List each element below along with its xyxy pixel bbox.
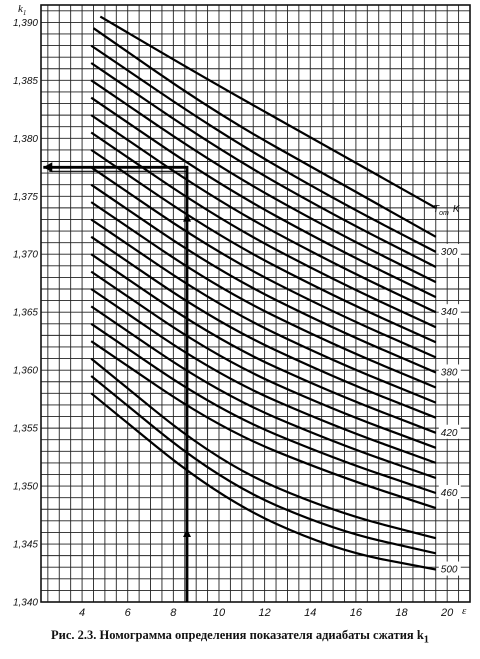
y-tick-label: 1,390 xyxy=(13,18,38,29)
curve-T500 xyxy=(90,392,437,571)
curve-labels: 300 340 380 420 460 500 xyxy=(438,243,461,576)
curve-label-bg xyxy=(438,485,461,500)
reading-path-line xyxy=(43,165,189,602)
figure-caption: Рис. 2.3. Номограмма определения показат… xyxy=(51,628,429,646)
curve-T390 xyxy=(90,201,437,389)
curve-label-bg xyxy=(438,243,461,258)
curve-T430 xyxy=(90,270,437,449)
curve-T290 xyxy=(92,27,437,238)
x-tick-label: 16 xyxy=(350,607,363,619)
y-tick-label: 1,385 xyxy=(13,76,38,87)
reading-example-path xyxy=(43,162,192,602)
chart-frame xyxy=(40,4,471,603)
curve-label-bg xyxy=(438,424,461,439)
curve-label-T300: 300 xyxy=(441,247,458,258)
curve-T490 xyxy=(90,375,437,555)
y-tick-label: 1,365 xyxy=(13,308,38,319)
curve-T470 xyxy=(90,340,437,510)
plot-border xyxy=(40,4,471,603)
arrowhead-up xyxy=(183,213,192,222)
x-tick-label: 6 xyxy=(125,607,132,619)
y-tick-label: 1,360 xyxy=(13,366,38,377)
axis-ticks: 4 6 8 10 12 14 16 18 20 1,340 1,345 1,350 1,355 1,360… xyxy=(13,18,454,619)
curve-T310 xyxy=(90,62,437,268)
x-tick-label: 12 xyxy=(259,607,271,619)
curve-label-bg xyxy=(438,364,461,379)
y-tick-label: 1,375 xyxy=(13,192,38,203)
curve-T460 xyxy=(90,322,437,495)
arrowhead-left xyxy=(43,162,53,173)
curve-T380 xyxy=(90,183,437,374)
x-axis-label: ε xyxy=(462,605,467,617)
y-tick-label: 1,350 xyxy=(13,482,38,493)
curve-T440 xyxy=(90,288,437,464)
curve-T420 xyxy=(90,253,437,434)
x-tick-label: 20 xyxy=(440,607,454,619)
curve-T410 xyxy=(90,235,437,419)
x-tick-label: 8 xyxy=(170,607,177,619)
curve-T300 xyxy=(90,44,437,253)
curve-label-bg xyxy=(438,561,461,576)
curve-label-bg xyxy=(438,304,461,319)
curve-T450 xyxy=(90,305,437,480)
curve-label-T380: 380 xyxy=(441,367,458,378)
curve-label-T340: 340 xyxy=(441,307,458,318)
arrowhead-up xyxy=(183,528,192,537)
curve-T400 xyxy=(90,218,437,404)
curve-label-T500: 500 xyxy=(441,565,458,576)
y-tick-label: 1,340 xyxy=(13,598,38,609)
curve-T480 xyxy=(90,357,437,540)
x-tick-label: 14 xyxy=(304,607,316,619)
curve-T330 xyxy=(90,96,437,299)
x-tick-label: 10 xyxy=(213,607,226,619)
temperature-curves xyxy=(90,15,437,571)
y-axis-label: k1 xyxy=(18,3,26,17)
curve-label-T420: 420 xyxy=(441,428,458,439)
curve-T360 xyxy=(90,148,437,344)
x-tick-label: 4 xyxy=(79,607,85,619)
curve-T320 xyxy=(90,79,437,284)
x-tick-label: 18 xyxy=(395,607,408,619)
curve-T280 xyxy=(99,15,437,209)
curve-T340 xyxy=(90,114,437,314)
y-tick-label: 1,345 xyxy=(13,540,38,551)
curve-T370 xyxy=(90,166,437,359)
y-tick-label: 1,355 xyxy=(13,424,38,435)
curve-label-T460: 460 xyxy=(441,488,458,499)
y-tick-label: 1,370 xyxy=(13,250,38,261)
curve-family-label: Tот K xyxy=(433,204,461,217)
y-tick-label: 1,380 xyxy=(13,134,38,145)
